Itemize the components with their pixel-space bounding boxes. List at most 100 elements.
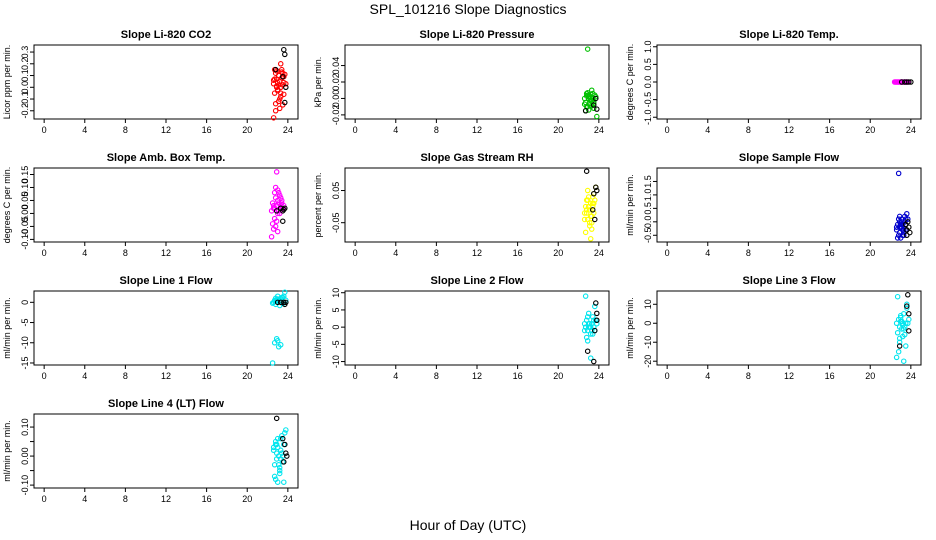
chart-title: Slope Sample Flow — [739, 152, 840, 164]
data-point — [273, 218, 280, 224]
data-point — [280, 435, 286, 442]
x-tick-label: 20 — [865, 371, 875, 381]
x-tick-label: 4 — [82, 248, 87, 258]
y-axis-label: ml/min per min. — [625, 174, 635, 236]
x-tick-label: 0 — [42, 494, 47, 504]
x-tick-label: 8 — [434, 371, 439, 381]
x-tick-label: 24 — [283, 125, 293, 135]
plot-frame — [344, 44, 610, 120]
data-point — [893, 224, 900, 230]
chart-panel-3: Slope Li-820 Temp. 0 4 8 12 16 20 24 -1.0-0.5 0.0… — [625, 29, 922, 135]
x-tick-label: 4 — [705, 248, 710, 258]
data-point — [282, 51, 288, 58]
data-point — [594, 320, 600, 327]
data-point — [281, 459, 287, 465]
data-point — [277, 456, 284, 462]
series-recent — [584, 300, 600, 365]
data-point — [590, 207, 596, 213]
data-point — [900, 232, 907, 239]
data-point — [582, 229, 589, 236]
data-point — [896, 339, 903, 345]
series-recent — [274, 299, 289, 308]
y-axis-label: Licor ppm per min. — [2, 45, 12, 120]
data-point — [583, 207, 590, 213]
y-axis-label: ml/min per min. — [625, 297, 635, 359]
y-tick-label: 0.0 — [643, 76, 653, 89]
series-slopes — [893, 293, 912, 364]
series-recent — [898, 79, 914, 85]
chart-title: Slope Li-820 Pressure — [420, 29, 535, 41]
y-axis-label: degrees C per min. — [2, 167, 12, 244]
data-point — [272, 223, 279, 230]
x-tick-label: 24 — [283, 371, 293, 381]
data-point — [587, 236, 594, 242]
data-point — [898, 79, 905, 85]
x-tick-label: 20 — [242, 248, 252, 258]
data-point — [276, 192, 283, 199]
data-point — [270, 447, 277, 454]
series-recent — [903, 219, 913, 239]
data-point — [273, 83, 280, 89]
data-point — [585, 324, 592, 330]
x-tick-label: 20 — [242, 125, 252, 135]
x-tick-label: 12 — [784, 248, 794, 258]
data-point — [894, 329, 901, 336]
y-axis-label: degrees C per min. — [625, 44, 635, 121]
data-point — [276, 470, 283, 477]
x-tick-label: 16 — [202, 125, 212, 135]
x-tick-label: 20 — [865, 248, 875, 258]
y-tick-label: -5 — [20, 319, 30, 327]
data-point — [272, 66, 279, 73]
y-tick-label: -0.10 — [20, 229, 30, 250]
data-point — [903, 320, 909, 327]
data-point — [587, 324, 594, 330]
data-point — [283, 427, 289, 433]
data-point — [582, 293, 589, 299]
data-point — [270, 115, 277, 121]
data-point — [273, 169, 280, 175]
y-tick-label: -20 — [643, 355, 653, 368]
data-point — [586, 93, 593, 99]
plot-frame — [33, 413, 299, 489]
x-tick-label: 8 — [123, 371, 128, 381]
data-point — [271, 298, 278, 304]
data-point — [594, 106, 600, 112]
y-tick-label: -10 — [643, 336, 653, 349]
chart-panel-10: Slope Line 4 (LT) Flow 0 4 8 12 16 20 24 -0.10 0.… — [2, 398, 299, 504]
data-point — [281, 46, 287, 53]
data-point — [592, 327, 598, 334]
chart-panel-9: Slope Line 3 Flow 0 4 8 12 16 20 24 -20 -10 0 10 ml/… — [625, 275, 922, 381]
x-tick-label: 24 — [594, 371, 604, 381]
y-tick-label: 0.0 — [643, 216, 653, 229]
data-point — [906, 311, 912, 317]
series-recent — [582, 95, 600, 114]
data-point — [271, 90, 278, 96]
data-point — [276, 105, 283, 112]
data-point — [275, 189, 282, 196]
x-tick-label: 4 — [393, 248, 398, 258]
x-tick-label: 0 — [353, 248, 358, 258]
y-tick-label: -0.1 — [20, 91, 30, 107]
data-point — [896, 224, 903, 230]
data-point — [591, 317, 597, 324]
y-tick-label: -0.5 — [643, 228, 653, 244]
data-point — [274, 210, 281, 217]
x-tick-label: 12 — [472, 248, 482, 258]
series-slopes — [270, 61, 289, 121]
y-tick-label: 5 — [331, 307, 341, 312]
y-tick-label: -10 — [20, 336, 30, 349]
data-point — [587, 355, 594, 361]
data-point — [906, 328, 912, 334]
chart-title: Slope Line 1 Flow — [120, 275, 213, 287]
data-point — [895, 216, 902, 222]
y-tick-label: 10 — [643, 299, 653, 309]
x-tick-label: 24 — [283, 494, 293, 504]
data-point — [270, 77, 277, 83]
data-point — [272, 441, 279, 448]
data-point — [280, 218, 286, 224]
x-tick-label: 4 — [393, 371, 398, 381]
data-point — [898, 216, 905, 222]
data-point — [893, 227, 900, 233]
y-tick-label: -0.05 — [331, 212, 341, 233]
data-point — [277, 435, 284, 442]
